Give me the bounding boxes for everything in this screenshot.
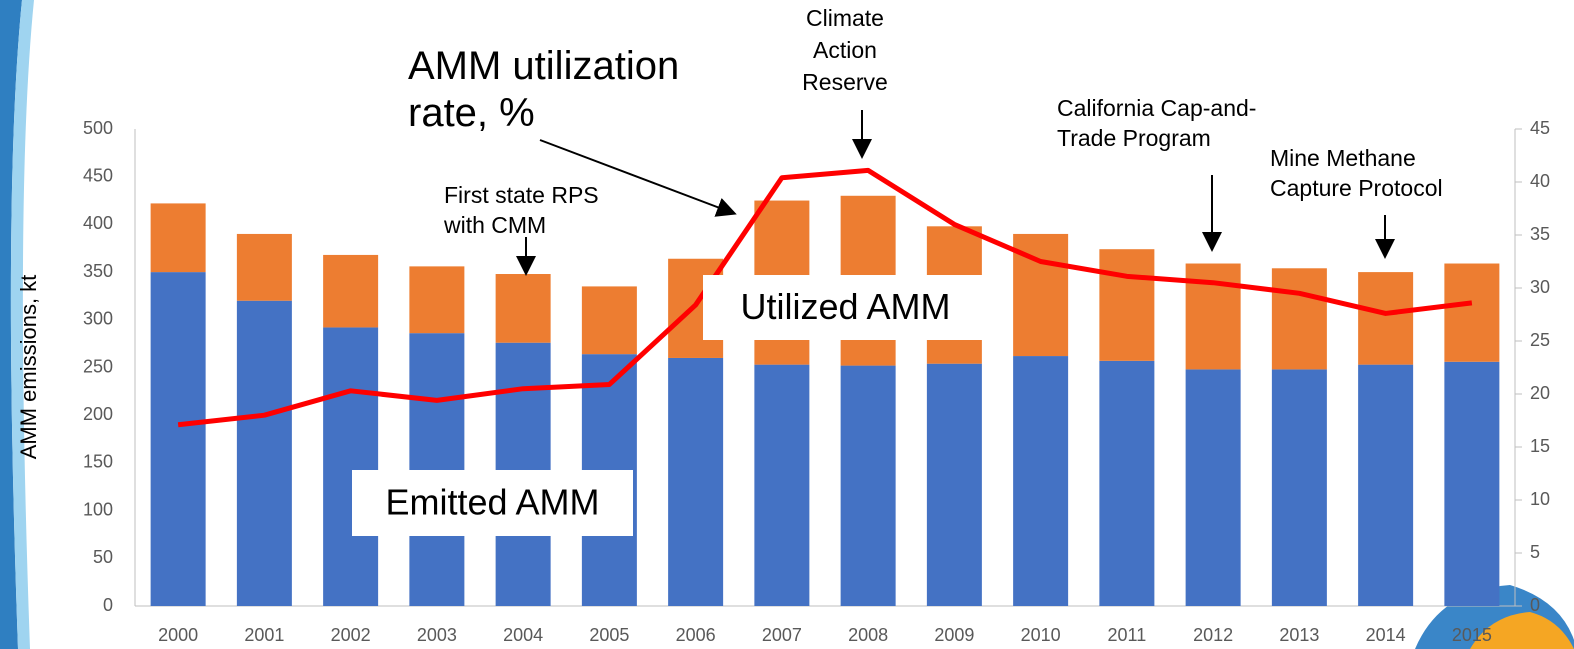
annotation: Mine Methane [1270,145,1416,171]
y-tick-label: 250 [83,356,113,376]
bar-segment [668,358,723,606]
y2-tick-label: 40 [1530,171,1550,191]
y2-tick-label: 0 [1530,595,1540,615]
annotation: Capture Protocol [1270,175,1443,201]
bar-segment [151,203,206,272]
y2-tick-label: 45 [1530,118,1550,138]
bar-segment [323,327,378,606]
y2-tick-label: 10 [1530,489,1550,509]
bar-segment [1099,361,1154,606]
bar-segment [582,286,637,354]
y-tick-label: 350 [83,261,113,281]
bar-segment [1358,365,1413,606]
y2-tick-label: 20 [1530,383,1550,403]
x-tick-label: 2007 [762,625,802,645]
series-label: Utilized AMM [740,286,950,327]
y-tick-label: 50 [93,547,113,567]
y2-tick-label: 25 [1530,330,1550,350]
series-label: Emitted AMM [385,482,599,523]
y-tick-label: 200 [83,404,113,424]
x-tick-label: 2013 [1279,625,1319,645]
annotation: with CMM [443,212,546,238]
bar-segment [1444,264,1499,362]
y-tick-label: 400 [83,213,113,233]
x-tick-label: 2001 [244,625,284,645]
bar-segment [496,274,551,343]
x-tick-label: 2010 [1021,625,1061,645]
y-tick-label: 450 [83,165,113,185]
bar-segment [927,364,982,606]
x-tick-label: 2006 [676,625,716,645]
annotation: California Cap-and- [1057,95,1256,121]
x-tick-label: 2014 [1366,625,1406,645]
y2-tick-label: 15 [1530,436,1550,456]
chart: AMM emissions, kt 0501001502002503003504… [0,0,1574,649]
y-tick-label: 0 [103,595,113,615]
bar-segment [841,366,896,606]
x-tick-label: 2005 [589,625,629,645]
annotation: Climate [806,5,884,31]
annotation: Reserve [802,69,888,95]
x-tick-label: 2012 [1193,625,1233,645]
bar-segment [1444,362,1499,606]
y2-tick-label: 5 [1530,542,1540,562]
x-tick-label: 2000 [158,625,198,645]
bar-segment [323,255,378,328]
bar-segment [1358,272,1413,365]
y2-tick-label: 35 [1530,224,1550,244]
annotation: Trade Program [1057,125,1211,151]
bar-segment [1272,268,1327,369]
x-tick-label: 2002 [331,625,371,645]
annotation: First state RPS [444,182,599,208]
x-tick-label: 2004 [503,625,543,645]
y-tick-label: 100 [83,499,113,519]
y2-tick-label: 30 [1530,277,1550,297]
y-tick-label: 150 [83,452,113,472]
bar-segment [409,333,464,606]
bar-segment [1013,356,1068,606]
x-tick-label: 2003 [417,625,457,645]
bar-segment [151,272,206,606]
y-tick-label: 300 [83,309,113,329]
x-tick-label: 2008 [848,625,888,645]
bar-segment [237,301,292,606]
x-tick-label: 2011 [1108,625,1147,645]
bar-segment [1186,369,1241,606]
bar-segment [237,234,292,301]
y-tick-label: 500 [83,118,113,138]
bar-segment [754,365,809,606]
x-tick-label: 2009 [934,625,974,645]
y-axis-title: AMM emissions, kt [16,275,41,460]
annotation: Action [813,37,877,63]
x-tick-label: 2015 [1452,625,1492,645]
bar-segment [1272,369,1327,606]
bar-segment [409,266,464,333]
bar-segment [1099,249,1154,361]
